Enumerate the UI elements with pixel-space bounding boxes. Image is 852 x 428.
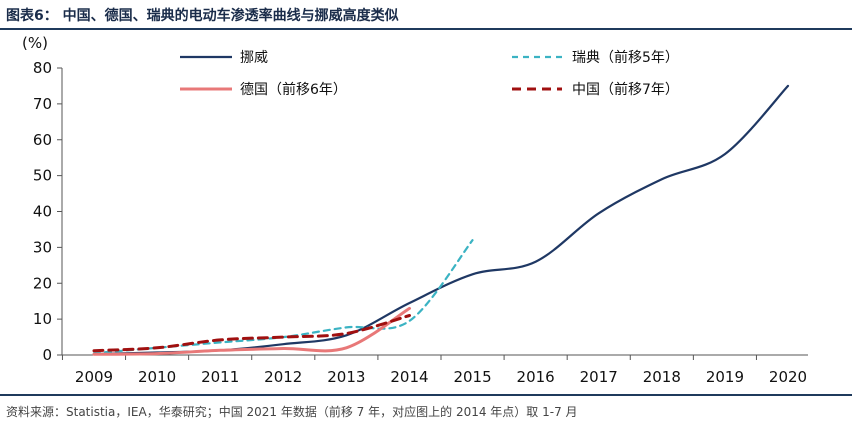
- y-tick-label: 10: [33, 310, 52, 328]
- x-tick-label: 2018: [643, 368, 681, 386]
- legend-label-3: 德国（前移6年）: [240, 81, 347, 98]
- legend-label-1: 挪威: [240, 50, 268, 66]
- y-tick-label: 40: [33, 203, 52, 221]
- y-tick-label: 50: [33, 167, 52, 185]
- chart-title: 图表6： 中国、德国、瑞典的电动车渗透率曲线与挪威高度类似: [6, 8, 399, 24]
- x-tick-label: 2016: [517, 368, 555, 386]
- series-line-1: [92, 84, 790, 356]
- chart-axes: (%) 0 10 20 30 40 50 60 70 80 2009 2010 2011 2012 2013…: [22, 34, 808, 386]
- source-note: 资料来源：Statistia，IEA，华泰研究；中国 2021 年数据（前移 7…: [6, 405, 578, 419]
- source-bar: 资料来源：Statistia，IEA，华泰研究；中国 2021 年数据（前移 7…: [0, 394, 852, 428]
- y-unit-label: (%): [22, 34, 48, 52]
- x-tick-label: 2017: [580, 368, 618, 386]
- series-line-4: [92, 314, 411, 353]
- series-layer: [92, 84, 790, 356]
- line-chart: (%) 0 10 20 30 40 50 60 70 80 2009 2010 2011 2012 2013…: [22, 34, 808, 386]
- x-tick-label: 2019: [706, 368, 744, 386]
- x-tick-label: 2012: [264, 368, 302, 386]
- x-tick-label: 2010: [138, 368, 176, 386]
- series-line-3: [92, 306, 411, 356]
- x-tick-label: 2011: [201, 368, 239, 386]
- y-tick-label: 70: [33, 95, 52, 113]
- y-tick-label: 80: [33, 59, 52, 77]
- y-tick-label: 30: [33, 238, 52, 256]
- legend-label-4: 中国（前移7年）: [572, 81, 679, 98]
- y-tick-label: 0: [42, 346, 52, 364]
- title-bar: 图表6： 中国、德国、瑞典的电动车渗透率曲线与挪威高度类似: [0, 0, 852, 30]
- y-tick-label: 60: [33, 131, 52, 149]
- x-tick-label: 2013: [327, 368, 365, 386]
- x-tick-label: 2015: [453, 368, 491, 386]
- x-tick-label: 2014: [390, 368, 428, 386]
- legend-label-2: 瑞典（前移5年）: [572, 49, 679, 66]
- y-tick-label: 20: [33, 274, 52, 292]
- x-tick-label: 2009: [75, 368, 113, 386]
- chart-legend: 挪威 瑞典（前移5年） 德国（前移6年） 中国（前移7年）: [180, 49, 679, 98]
- x-tick-label: 2020: [769, 368, 807, 386]
